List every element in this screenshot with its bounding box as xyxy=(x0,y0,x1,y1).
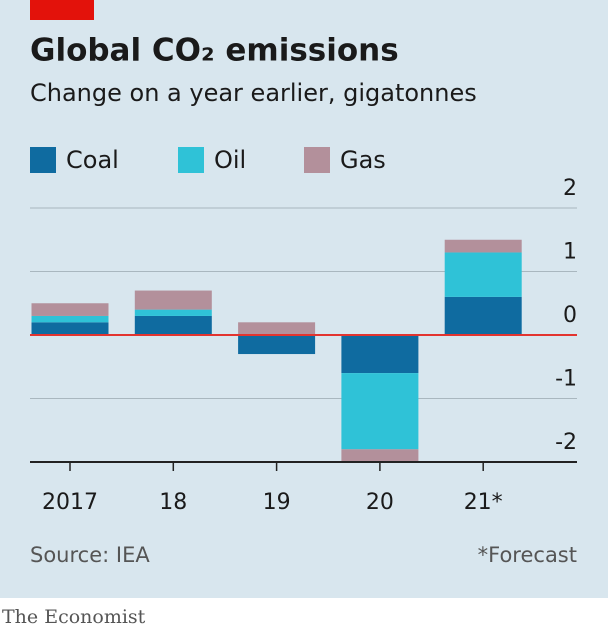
bar-segment xyxy=(31,315,109,323)
bar-segment xyxy=(134,290,212,310)
legend-swatch xyxy=(30,147,56,173)
y-tick-label: -2 xyxy=(555,430,577,455)
y-tick-label: -1 xyxy=(555,367,577,392)
legend-label: Coal xyxy=(66,146,119,174)
x-tick-label: 19 xyxy=(263,490,291,515)
chart-title: Global CO₂ emissions xyxy=(30,33,399,69)
bar-segment xyxy=(134,309,212,316)
bar-segment xyxy=(31,303,109,316)
source: Source: IEA xyxy=(30,543,150,567)
bar-segment xyxy=(341,335,419,374)
y-tick-label: 0 xyxy=(563,303,577,328)
bar-segment xyxy=(444,239,522,253)
bar-segment xyxy=(31,322,109,335)
brand: The Economist xyxy=(2,606,146,628)
legend-swatch xyxy=(178,147,204,173)
bar-segment xyxy=(341,373,419,450)
x-tick-label: 20 xyxy=(366,490,394,515)
x-tick-label: 21* xyxy=(464,490,503,515)
note: *Forecast xyxy=(478,543,577,567)
x-tick-label: 2017 xyxy=(42,490,98,515)
bar-segment xyxy=(444,252,522,297)
legend-swatch xyxy=(304,147,330,173)
legend-label: Gas xyxy=(340,146,386,174)
y-tick-label: 2 xyxy=(563,176,577,201)
bar-segment xyxy=(238,322,316,335)
chart-subtitle: Change on a year earlier, gigatonnes xyxy=(30,79,477,107)
bar-segment xyxy=(444,296,522,335)
bar-segment xyxy=(134,315,212,335)
y-tick-label: 1 xyxy=(563,240,577,265)
x-tick-label: 18 xyxy=(159,490,187,515)
bar-segment xyxy=(341,449,419,462)
legend-label: Oil xyxy=(214,146,246,174)
bar-segment xyxy=(238,335,316,355)
brand-flag xyxy=(30,0,94,20)
